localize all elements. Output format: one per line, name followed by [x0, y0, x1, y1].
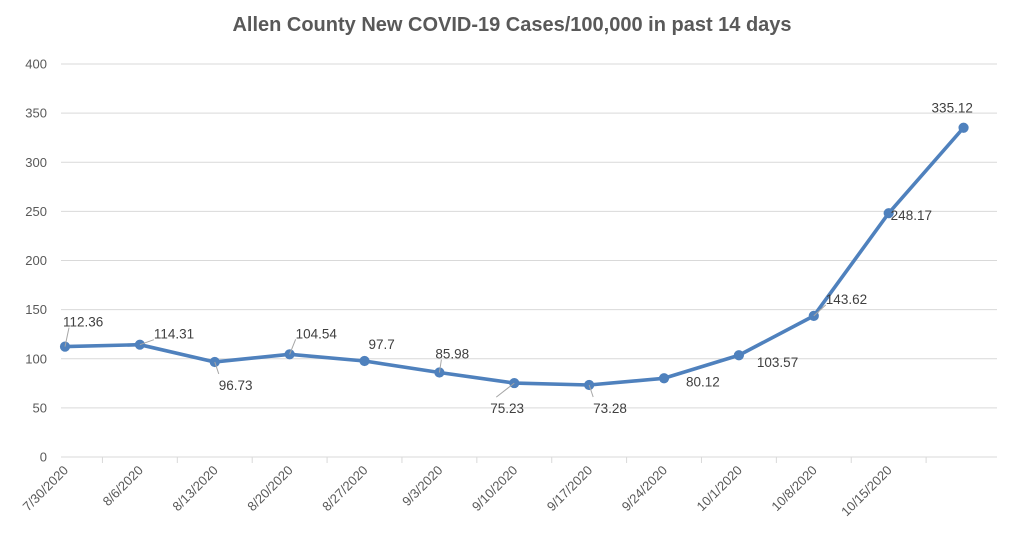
data-point	[658, 373, 670, 384]
label-leader-line	[438, 359, 442, 373]
x-tick-label: 8/6/2020	[100, 463, 146, 509]
data-label: 335.12	[932, 101, 973, 116]
y-tick-label: 150	[25, 302, 47, 317]
x-tick-label: 9/17/2020	[544, 463, 596, 515]
x-tick-label: 8/20/2020	[244, 463, 296, 515]
x-tick-label: 10/1/2020	[694, 463, 746, 515]
label-leader-line	[495, 382, 515, 398]
y-tick-label: 300	[25, 155, 47, 170]
data-point	[733, 350, 745, 361]
x-tick-label: 8/13/2020	[169, 463, 221, 515]
label-leader-line	[64, 327, 70, 347]
y-tick-label: 400	[25, 57, 47, 72]
data-label: 143.62	[826, 292, 867, 307]
y-tick-label: 0	[40, 450, 47, 465]
data-label: 112.36	[63, 315, 103, 330]
label-leader-line	[289, 339, 297, 355]
series-line	[63, 125, 966, 387]
y-tick-label: 50	[33, 400, 47, 415]
x-tick-label: 10/8/2020	[768, 463, 820, 515]
y-tick-label: 100	[25, 351, 47, 366]
x-tick-label: 9/24/2020	[619, 463, 671, 515]
data-label: 75.23	[490, 401, 524, 416]
data-label: 248.17	[891, 208, 932, 223]
data-point	[883, 208, 894, 219]
data-label: 104.54	[296, 326, 338, 341]
data-point	[359, 355, 370, 367]
y-tick-label: 200	[25, 253, 47, 268]
y-tick-label: 350	[25, 106, 47, 121]
x-tick-label: 9/10/2020	[469, 463, 521, 515]
y-tick-label: 250	[25, 204, 47, 219]
data-point	[958, 122, 969, 133]
label-leader-line	[214, 361, 220, 375]
data-label: 80.12	[686, 374, 720, 389]
data-label: 103.57	[757, 355, 798, 370]
data-label: 114.31	[154, 327, 194, 342]
data-label: 85.98	[435, 347, 469, 362]
label-leader-line	[139, 339, 155, 346]
label-leader-line	[813, 304, 827, 317]
x-tick-label: 9/3/2020	[399, 463, 445, 509]
x-tick-label: 8/27/2020	[319, 463, 371, 515]
data-label: 96.73	[219, 378, 253, 393]
data-point	[209, 356, 220, 368]
chart-title: Allen County New COVID-19 Cases/100,000 …	[232, 14, 792, 36]
x-tick-label: 7/30/2020	[20, 463, 72, 515]
data-label: 97.7	[369, 337, 395, 352]
label-leader-line	[588, 384, 594, 398]
data-label: 73.28	[593, 401, 627, 416]
x-tick-label: 10/15/2020	[838, 463, 895, 520]
